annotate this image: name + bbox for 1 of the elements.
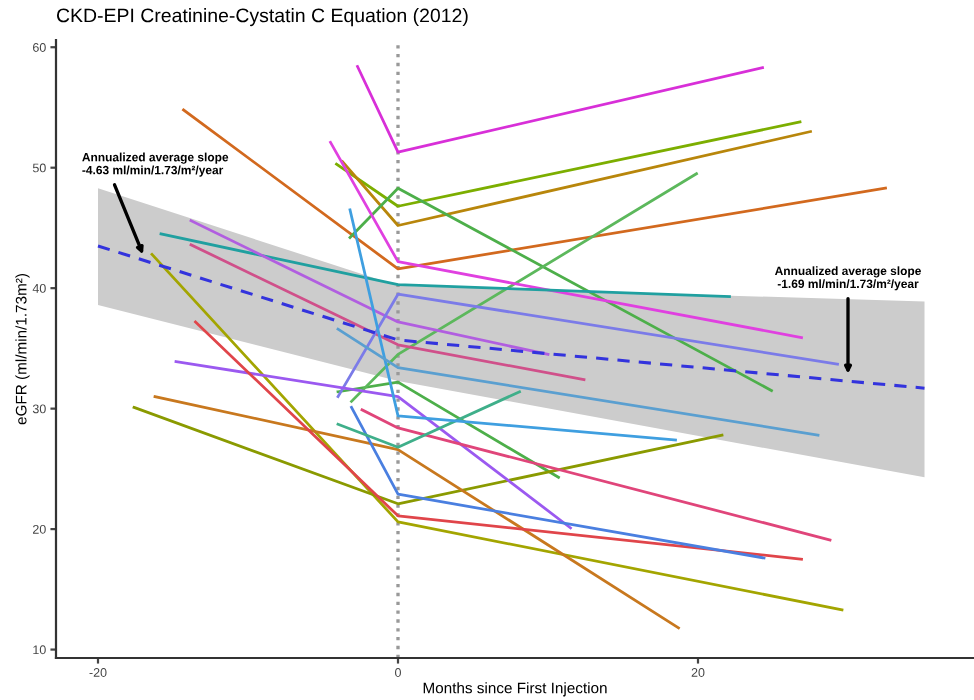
chart-title: CKD-EPI Creatinine-Cystatin C Equation (2012) [56,8,468,27]
